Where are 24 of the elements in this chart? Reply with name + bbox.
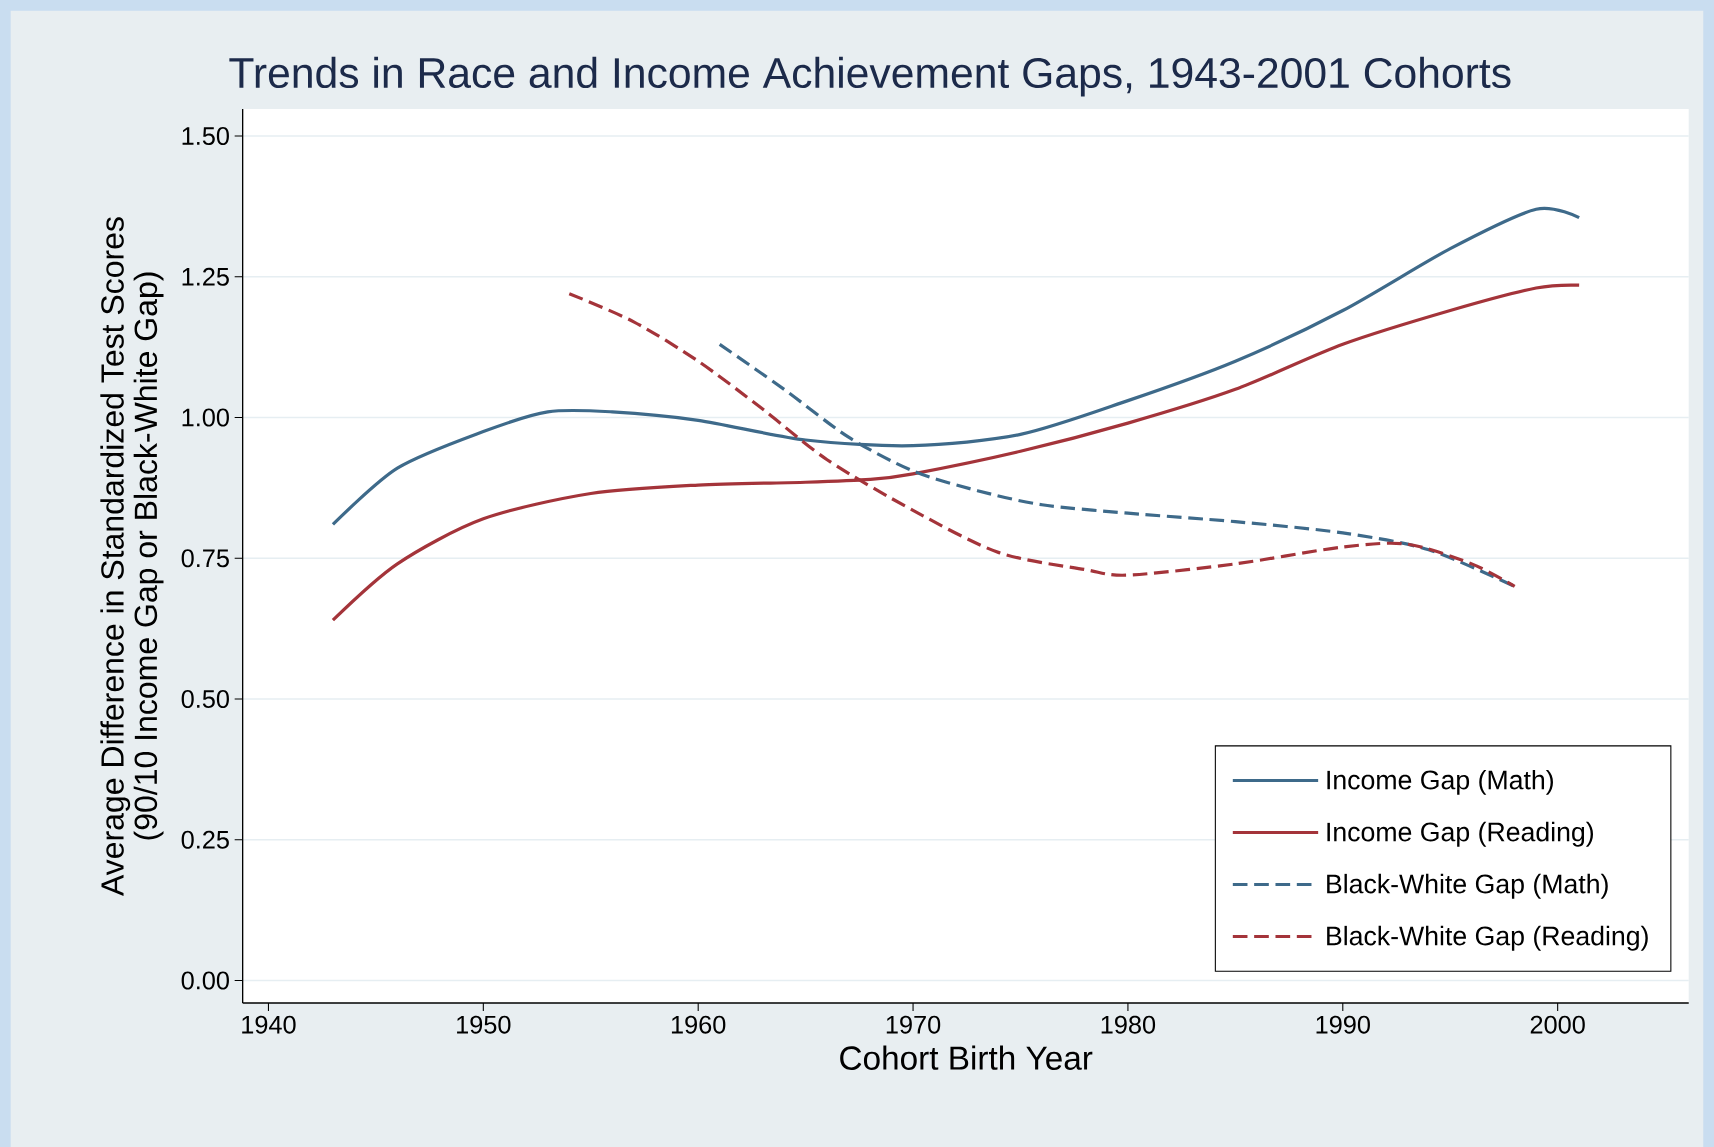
text: Average Difference in Standardized Test Scores bbox=[100, 217, 131, 896]
y-tick-label: 1.00 bbox=[182, 408, 229, 427]
y-tick-label: 0.00 bbox=[181, 971, 229, 990]
y-tick-label: 1.50 bbox=[182, 127, 229, 145]
y-tick-label: 0.25 bbox=[181, 830, 229, 849]
line-series bbox=[567, 292, 1517, 588]
x-axis-title: Cohort Birth Year bbox=[840, 1045, 1093, 1070]
legend-label: Black-White Gap (Math) bbox=[1327, 873, 1608, 899]
y-tick-label: 1.25 bbox=[182, 267, 229, 286]
y-tick-label: 0.50 bbox=[181, 690, 229, 708]
x-tick-label: 1990 bbox=[1316, 1015, 1370, 1034]
line-series bbox=[331, 283, 1581, 622]
x-tick-label: 1950 bbox=[457, 1015, 511, 1034]
x-tick-label: 1980 bbox=[1101, 1015, 1156, 1034]
legend-label: Income Gap (Math) bbox=[1327, 769, 1553, 795]
x-tick-label: 1960 bbox=[671, 1015, 726, 1034]
legend-label: Black-White Gap (Reading) bbox=[1327, 925, 1648, 951]
x-tick-label: 1970 bbox=[886, 1015, 941, 1034]
text: (90/10 Income Gap or Black-White Gap) bbox=[133, 272, 164, 840]
x-tick-label: 1940 bbox=[242, 1015, 296, 1034]
y-tick-label: 0.75 bbox=[181, 549, 229, 568]
chart-title: Trends in Race and Income Achievement Gaps, 1943-2001 Cohorts bbox=[229, 56, 1511, 97]
legend-label: Income Gap (Reading) bbox=[1327, 821, 1594, 847]
x-tick-label: 2000 bbox=[1530, 1015, 1585, 1034]
